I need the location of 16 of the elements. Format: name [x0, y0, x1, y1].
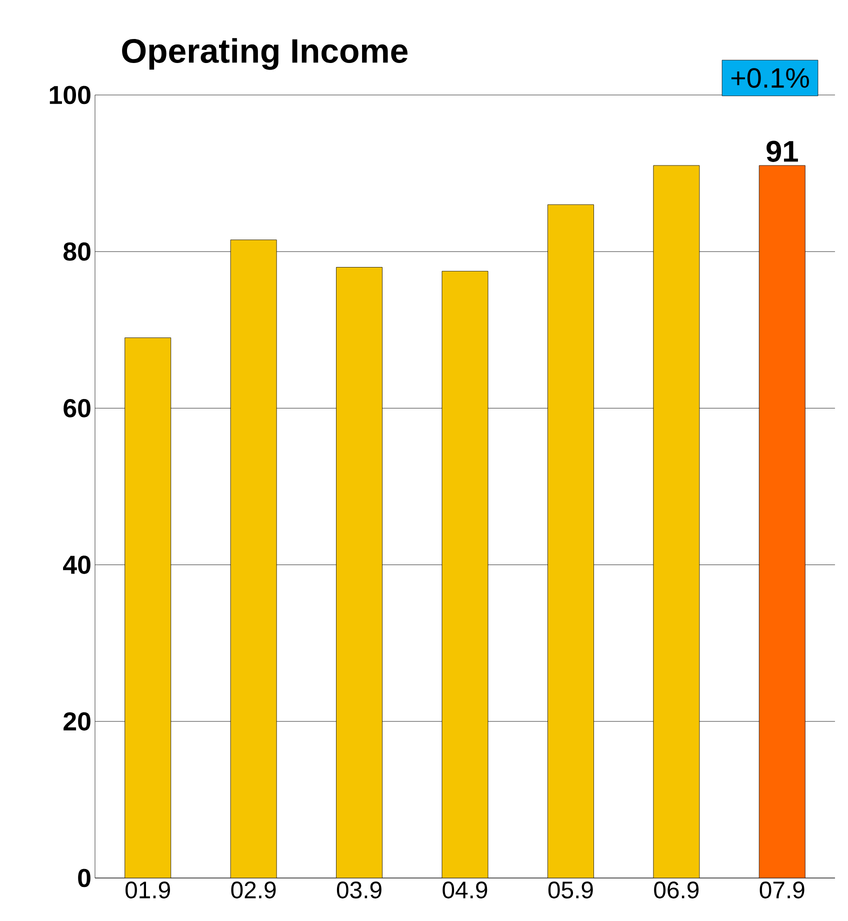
y-tick-label: 60	[64, 399, 90, 418]
y-tick-label: 100	[50, 86, 90, 104]
x-tick-label: 02.9	[231, 882, 276, 898]
x-tick-label: 06.9	[654, 882, 699, 898]
data-label: 91	[766, 140, 798, 162]
y-tick-label: 20	[64, 712, 90, 731]
x-tick-label: 01.9	[126, 882, 170, 898]
x-tick-label: 07.9	[760, 882, 804, 898]
text: +0.1%	[731, 68, 809, 88]
x-tick-label: 05.9	[548, 882, 593, 898]
y-tick-label: 40	[63, 556, 90, 574]
chart-title: Operating Income	[122, 38, 408, 70]
y-tick-label: 0	[78, 868, 90, 888]
x-tick-label: 03.9	[336, 882, 382, 898]
x-tick-label: 04.9	[442, 882, 488, 898]
y-tick-label: 80	[63, 242, 90, 261]
